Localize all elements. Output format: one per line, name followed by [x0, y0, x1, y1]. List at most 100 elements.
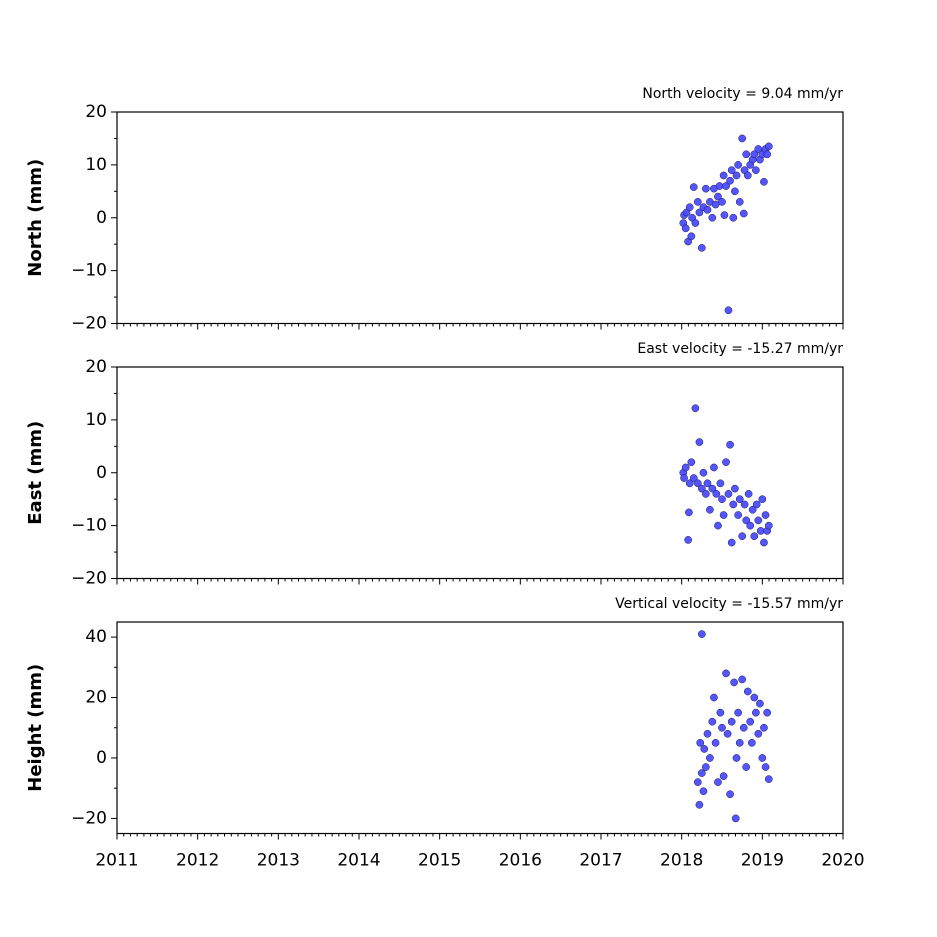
- data-point: [738, 675, 747, 684]
- data-point: [695, 438, 704, 446]
- data-point: [729, 500, 738, 509]
- data-point: [731, 814, 740, 823]
- data-point: [747, 739, 756, 747]
- data-point: [722, 458, 730, 467]
- data-point: [693, 479, 702, 488]
- data-point: [731, 484, 739, 493]
- data-point: [685, 203, 694, 212]
- data-point: [756, 527, 765, 535]
- data-point: [716, 479, 725, 488]
- data-point: [716, 708, 725, 717]
- data-point: [743, 687, 752, 696]
- y-tick-label: 20: [85, 688, 107, 708]
- data-point: [735, 739, 744, 747]
- data-point: [743, 171, 752, 180]
- y-tick-label: −20: [71, 569, 107, 589]
- data-point: [764, 521, 773, 530]
- data-point: [742, 763, 751, 771]
- data-point: [744, 490, 753, 498]
- data-point: [697, 769, 706, 777]
- data-point: [735, 198, 744, 206]
- y-tick-label: 20: [85, 357, 107, 377]
- data-point: [693, 778, 702, 786]
- panel-title: Vertical velocity = -15.57 mm/yr: [615, 596, 843, 612]
- data-point: [697, 244, 706, 252]
- data-point: [750, 532, 759, 541]
- x-tick-label: 2015: [418, 851, 461, 871]
- data-point: [689, 183, 698, 191]
- data-point: [727, 717, 736, 726]
- data-point: [764, 775, 773, 783]
- data-point: [754, 516, 763, 525]
- y-tick-label: 0: [96, 463, 107, 483]
- data-point: [687, 232, 696, 241]
- x-tick-label: 2019: [741, 851, 784, 871]
- y-axis-label: East (mm): [25, 421, 46, 525]
- y-tick-label: −20: [71, 314, 107, 334]
- data-point: [703, 729, 712, 738]
- data-point: [695, 208, 704, 217]
- data-point: [711, 739, 720, 747]
- y-tick-label: 40: [85, 627, 107, 647]
- data-point: [715, 182, 724, 190]
- data-point: [740, 500, 749, 509]
- data-point: [758, 754, 767, 762]
- data-point: [691, 404, 700, 413]
- data-point: [719, 171, 728, 180]
- data-point: [702, 763, 710, 771]
- data-point: [734, 511, 742, 519]
- x-tick-label: 2012: [176, 851, 219, 871]
- data-point: [708, 717, 717, 726]
- x-tick-label: 2020: [821, 851, 864, 871]
- data-point: [712, 490, 721, 498]
- data-point: [726, 790, 734, 799]
- data-point: [763, 708, 772, 717]
- data-point: [724, 490, 733, 498]
- data-point: [739, 723, 748, 732]
- data-point: [693, 198, 702, 206]
- data-point: [760, 177, 768, 186]
- data-point: [752, 166, 760, 175]
- data-point: [681, 224, 690, 233]
- y-tick-label: 0: [96, 748, 107, 768]
- data-point: [746, 521, 755, 530]
- data-point: [706, 505, 714, 514]
- data-point: [742, 150, 751, 159]
- data-point: [756, 699, 764, 708]
- data-point: [732, 171, 741, 180]
- data-point: [738, 532, 747, 541]
- data-point: [760, 723, 768, 732]
- data-point: [714, 778, 722, 786]
- data-point: [726, 176, 734, 185]
- data-point: [726, 440, 734, 449]
- data-point: [722, 669, 730, 678]
- data-point: [760, 538, 768, 547]
- data-point: [742, 516, 751, 525]
- data-point: [710, 693, 718, 702]
- data-point: [702, 490, 710, 498]
- data-point: [680, 474, 688, 482]
- data-point: [706, 754, 714, 762]
- data-point: [697, 484, 706, 493]
- data-point: [748, 505, 757, 514]
- y-tick-label: 20: [85, 102, 107, 122]
- data-point: [696, 739, 705, 747]
- y-axis-label: North (mm): [25, 159, 46, 277]
- data-point: [703, 479, 712, 488]
- data-point: [708, 213, 717, 222]
- x-tick-label: 2014: [337, 851, 380, 871]
- data-point: [729, 213, 738, 222]
- x-tick-label: 2016: [499, 851, 542, 871]
- panel-title: North velocity = 9.04 mm/yr: [642, 86, 843, 102]
- data-point: [718, 495, 726, 504]
- data-point: [724, 306, 733, 315]
- data-point: [700, 745, 709, 753]
- x-tick-label: 2018: [660, 851, 703, 871]
- data-point: [719, 772, 728, 780]
- y-tick-label: −20: [71, 808, 107, 828]
- data-point: [710, 463, 718, 472]
- x-tick-label: 2013: [257, 851, 300, 871]
- y-tick-label: −10: [71, 261, 107, 281]
- data-point: [752, 500, 761, 509]
